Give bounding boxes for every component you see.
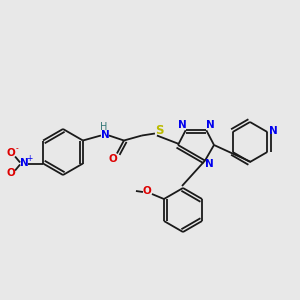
Text: N: N [20,158,28,169]
Text: N: N [206,120,215,130]
Text: O: O [7,169,16,178]
Text: O: O [142,186,151,196]
Text: N: N [205,159,213,169]
Text: O: O [7,148,16,158]
Text: H: H [100,122,108,133]
Text: N: N [100,130,109,140]
Text: O: O [109,154,117,164]
Text: S: S [155,124,163,137]
Text: +: + [26,154,32,163]
Text: N: N [178,120,187,130]
Text: -: - [16,144,19,153]
Text: N: N [269,126,278,136]
